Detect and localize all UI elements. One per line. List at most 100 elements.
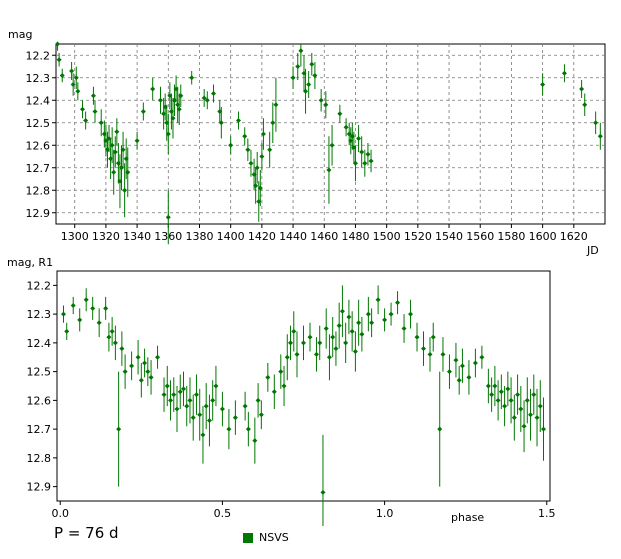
phase-x-tick-label: 1.5	[538, 507, 556, 520]
time-series-data-point	[75, 88, 81, 94]
time-series-data-point	[125, 169, 131, 175]
phase-y-tick-label: 12.3	[27, 308, 52, 321]
time-series-data-point	[170, 115, 176, 121]
phase-data-point	[437, 426, 443, 432]
phase-y-tick-label: 12.2	[27, 279, 52, 292]
phase-data-point	[83, 297, 89, 303]
phase-data-point	[323, 326, 329, 331]
phase-data-point	[64, 328, 70, 334]
phase-data-point	[326, 354, 332, 360]
time-series-data-point	[109, 142, 115, 148]
phase-data-point	[395, 300, 401, 306]
time-series-data-point	[150, 86, 156, 92]
phase-data-point	[271, 389, 277, 395]
phase-data-point	[511, 415, 517, 421]
time-series-data-point	[59, 73, 65, 78]
phase-y-tick-label: 12.5	[27, 366, 52, 379]
time-series-x-tick-label: 1400	[217, 230, 245, 243]
phase-data-point	[252, 438, 258, 444]
time-series-data-point	[83, 118, 89, 123]
phase-data-point	[174, 406, 180, 412]
time-series-ticks: 12.2 12.3 12.4 12.5 12.6 12.7 12.8 12.9 1300 1320…	[26, 49, 588, 243]
phase-data-point	[349, 328, 355, 334]
phase-data-point	[291, 328, 297, 334]
time-series-data-point	[254, 165, 260, 171]
time-series-y-tick-label: 12.8	[26, 184, 51, 197]
phase-data-point	[356, 320, 362, 326]
phase-data-point	[70, 303, 76, 308]
legend: NSVS	[243, 531, 289, 544]
phase-data-point	[197, 412, 203, 418]
phase-data-point	[330, 334, 336, 340]
phase-data-point	[333, 346, 339, 352]
phase-data-point	[472, 360, 478, 366]
phase-data-point	[521, 423, 527, 429]
phase-data-point	[495, 397, 501, 403]
time-series-x-tick-label: 1520	[404, 230, 432, 243]
time-series-x-tick-label: 1620	[560, 230, 588, 243]
legend-label: NSVS	[259, 531, 289, 544]
time-series-data-point	[273, 102, 279, 108]
phase-data-point	[255, 397, 261, 403]
phase-data-point	[375, 297, 381, 303]
time-series-data-point	[176, 106, 182, 112]
phase-data-point	[492, 383, 498, 389]
time-series-x-tick-label: 1480	[341, 230, 369, 243]
time-series-chart: mag JD 12.212.312.412.512.612.712.812.91…	[8, 28, 606, 257]
time-series-x-tick-label: 1300	[61, 230, 89, 243]
phase-data-point	[534, 415, 540, 421]
phase-data-point	[446, 369, 452, 375]
phase-data-point	[528, 412, 534, 418]
phase-data-point	[440, 351, 446, 357]
time-series-x-tick-label: 1560	[466, 230, 494, 243]
phase-data-point	[103, 305, 109, 311]
phase-data-point	[498, 389, 504, 395]
phase-data-point	[122, 369, 128, 375]
time-series-data-point	[323, 102, 329, 108]
time-series-data-point	[593, 120, 599, 126]
time-series-data-point	[211, 91, 217, 96]
phase-data-point	[193, 392, 199, 398]
time-series-data-point	[204, 97, 210, 103]
phase-data-point	[203, 403, 209, 409]
phase-data-point	[320, 489, 326, 495]
phase-data-point	[187, 397, 193, 403]
phase-data-point	[518, 406, 524, 412]
time-series-x-tick-label: 1580	[497, 230, 525, 243]
time-series-data-point	[267, 147, 273, 153]
time-series-x-tick-label: 1440	[279, 230, 307, 243]
phase-data-point	[524, 397, 530, 403]
time-series-data-point	[189, 75, 195, 81]
phase-data-point	[515, 392, 521, 398]
phase-data-point	[184, 403, 190, 409]
phase-data-point	[116, 426, 122, 432]
phase-data-point	[232, 415, 238, 421]
time-series-data-point	[235, 118, 241, 123]
phase-data-point	[479, 354, 485, 360]
phase-data-point	[313, 351, 319, 357]
time-series-data-point	[597, 133, 603, 139]
phase-data-point	[200, 432, 206, 438]
time-series-data-point	[257, 185, 263, 191]
phase-data-point	[206, 418, 212, 423]
time-series-data-point	[352, 160, 358, 166]
time-series-data-point	[70, 82, 76, 87]
time-series-data-point	[303, 88, 309, 94]
phase-data-point	[161, 392, 167, 398]
phase-ticks: 12.2 12.3 12.4 12.5 12.6 12.7 12.8 12.9 0.0 0.5 1.…	[27, 279, 556, 520]
phase-data-point	[408, 311, 414, 317]
phase-x-tick-label: 1.0	[376, 507, 394, 520]
time-series-x-tick-label: 1320	[92, 230, 120, 243]
phase-data-point	[541, 426, 547, 432]
phase-data-point	[210, 397, 216, 403]
time-series-data-point	[290, 75, 296, 81]
phase-data-point	[109, 328, 115, 334]
phase-data-point	[281, 383, 287, 389]
phase-data-point	[213, 383, 219, 389]
phase-data-point	[336, 323, 342, 329]
time-series-data-point	[306, 82, 312, 87]
phase-y-tick-label: 12.6	[27, 394, 52, 407]
phase-data-point	[242, 403, 248, 409]
time-series-data-point	[326, 167, 332, 173]
time-series-y-tick-label: 12.2	[26, 49, 51, 62]
